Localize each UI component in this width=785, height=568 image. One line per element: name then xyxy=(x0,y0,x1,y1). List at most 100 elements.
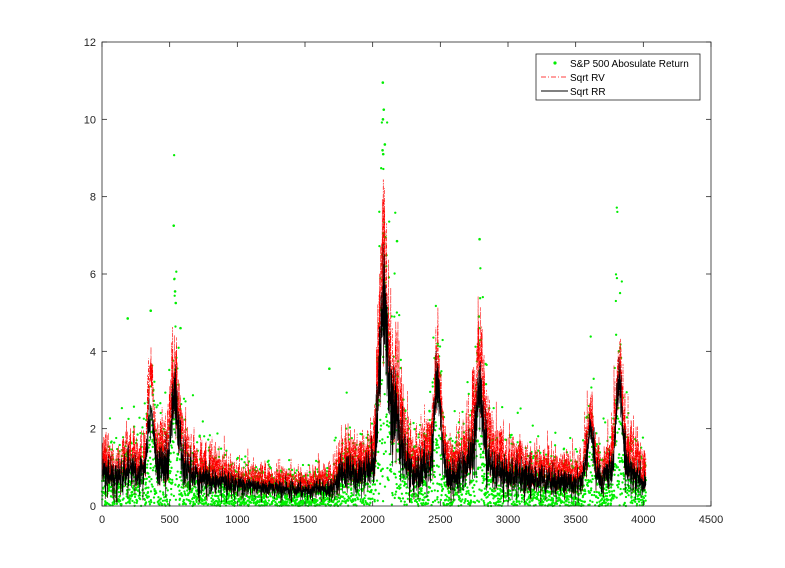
abs-return-point xyxy=(620,280,623,283)
x-tick-label-8: 4000 xyxy=(631,514,655,526)
abs-return-point-notable-1 xyxy=(173,290,177,293)
abs-return-point xyxy=(618,420,621,423)
abs-return-point xyxy=(428,418,431,422)
abs-return-point xyxy=(469,500,473,504)
abs-return-point xyxy=(333,439,336,442)
abs-return-point xyxy=(178,503,181,506)
abs-return-point xyxy=(159,497,163,500)
abs-return-point xyxy=(617,406,620,410)
abs-return-point xyxy=(436,443,439,446)
abs-return-point xyxy=(441,338,444,342)
abs-return-point xyxy=(211,491,215,494)
abs-return-point xyxy=(583,500,587,503)
abs-return-point xyxy=(362,503,366,506)
abs-return-point xyxy=(400,492,404,495)
abs-return-point xyxy=(138,416,141,419)
abs-return-point xyxy=(410,498,413,501)
abs-return-point xyxy=(170,446,174,449)
abs-return-point xyxy=(247,503,250,506)
abs-return-point xyxy=(350,491,353,495)
abs-return-point xyxy=(374,488,377,492)
abs-return-point xyxy=(380,379,384,382)
abs-return-point xyxy=(438,345,442,348)
abs-return-point xyxy=(459,490,462,494)
abs-return-point xyxy=(184,400,187,403)
abs-return-point xyxy=(637,500,641,503)
abs-return-point xyxy=(369,501,372,504)
x-tick-label-2: 1000 xyxy=(225,514,249,526)
abs-return-point xyxy=(406,497,409,501)
abs-return-point xyxy=(151,445,154,449)
abs-return-point xyxy=(574,448,577,451)
abs-return-point xyxy=(590,480,593,484)
abs-return-point xyxy=(476,440,479,443)
abs-return-point-notable-7 xyxy=(382,108,386,111)
abs-return-point xyxy=(588,455,591,458)
plot-area xyxy=(102,42,711,506)
y-tick-label-5: 10 xyxy=(84,114,96,126)
abs-return-point xyxy=(399,500,403,503)
abs-return-point xyxy=(348,426,352,429)
abs-return-point xyxy=(391,491,394,495)
abs-return-point xyxy=(572,500,575,503)
abs-return-point xyxy=(212,498,215,501)
abs-return-point xyxy=(137,485,140,488)
abs-return-point xyxy=(207,438,210,441)
abs-return-point xyxy=(484,383,488,386)
abs-return-point xyxy=(430,489,433,493)
abs-return-point xyxy=(162,491,165,494)
abs-return-point xyxy=(437,465,440,468)
abs-return-point xyxy=(482,475,486,478)
abs-return-point xyxy=(208,434,212,437)
abs-return-point xyxy=(382,355,385,359)
abs-return-point xyxy=(461,410,464,414)
abs-return-point xyxy=(399,483,402,486)
abs-return-point xyxy=(203,492,206,495)
legend: S&P 500 Abosulate Return Sqrt RV Sqrt RR xyxy=(535,53,701,101)
abs-return-point xyxy=(386,121,389,124)
abs-return-point xyxy=(401,480,404,483)
abs-return-point-notable-9 xyxy=(383,143,387,146)
abs-return-point xyxy=(429,390,432,394)
abs-return-point xyxy=(464,498,467,501)
abs-return-point xyxy=(620,472,623,476)
abs-return-point xyxy=(164,391,167,394)
abs-return-point xyxy=(258,494,261,497)
abs-return-point xyxy=(393,272,396,275)
abs-return-point xyxy=(244,455,247,458)
abs-return-point xyxy=(128,488,131,491)
abs-return-point xyxy=(410,501,413,504)
abs-return-point xyxy=(234,497,237,500)
abs-return-point xyxy=(177,483,181,487)
abs-return-point xyxy=(228,494,232,497)
abs-return-point xyxy=(120,503,123,506)
abs-return-point xyxy=(174,483,177,486)
y-tick-label-6: 12 xyxy=(84,37,96,49)
abs-return-point xyxy=(420,487,423,490)
abs-return-point xyxy=(390,503,394,506)
abs-return-point xyxy=(588,451,591,454)
abs-return-point xyxy=(572,502,575,505)
abs-return-point xyxy=(441,487,445,491)
abs-return-point xyxy=(129,497,132,500)
x-tick-label-4: 2000 xyxy=(360,514,384,526)
abs-return-point xyxy=(393,496,396,500)
abs-return-point xyxy=(519,407,522,410)
abs-return-point xyxy=(169,470,172,473)
abs-return-point xyxy=(171,481,174,484)
abs-return-point xyxy=(479,267,482,270)
abs-return-point xyxy=(575,450,579,453)
abs-return-point xyxy=(381,475,384,478)
abs-return-point xyxy=(509,489,512,493)
abs-return-point xyxy=(144,483,147,486)
abs-return-point xyxy=(275,497,279,501)
abs-return-point xyxy=(137,489,140,492)
abs-return-point xyxy=(120,406,124,410)
abs-return-point xyxy=(175,474,178,477)
abs-return-point xyxy=(554,431,557,434)
abs-return-point xyxy=(584,479,587,482)
abs-return-point xyxy=(148,475,151,479)
abs-return-point xyxy=(544,453,548,456)
abs-return-point xyxy=(533,494,536,497)
abs-return-point xyxy=(370,422,374,425)
